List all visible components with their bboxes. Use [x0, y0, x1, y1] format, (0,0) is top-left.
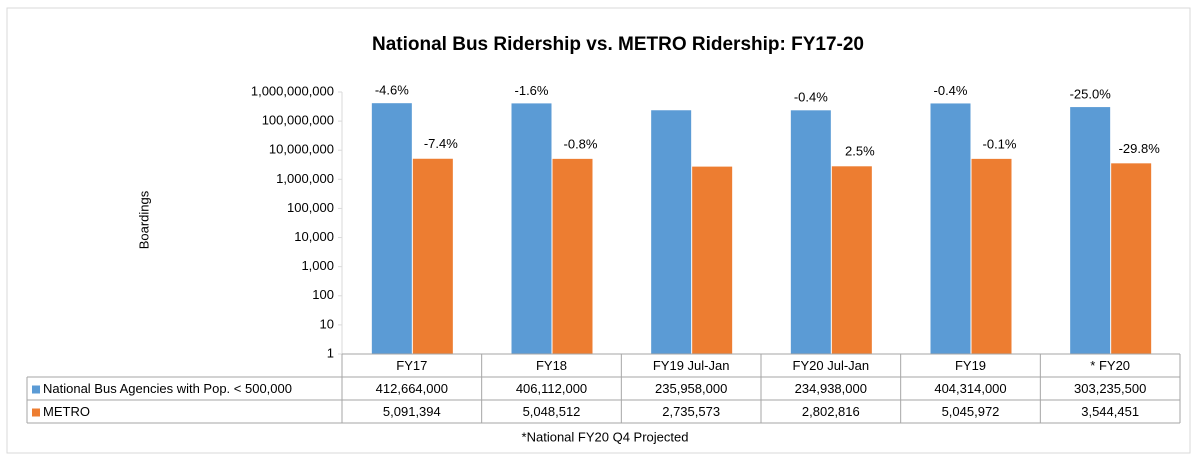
x-tick-label: FY18 [536, 358, 567, 373]
change-label: -7.4% [424, 136, 458, 151]
bar [790, 110, 831, 354]
y-tick-label: 10 [320, 316, 334, 331]
bar [651, 110, 692, 354]
bar [511, 103, 552, 354]
y-tick-label: 100,000,000 [262, 113, 334, 128]
y-tick-label: 1,000,000 [276, 171, 334, 186]
y-tick-label: 100 [312, 287, 334, 302]
change-label: -0.1% [983, 136, 1017, 151]
y-tick-label: 10,000 [294, 229, 334, 244]
table-value: 5,048,512 [523, 404, 581, 419]
x-tick-label: FY17 [396, 358, 427, 373]
bar [831, 166, 872, 354]
change-label: -1.6% [515, 83, 549, 98]
bar [1070, 107, 1111, 354]
legend-key [32, 408, 40, 417]
change-label: -29.8% [1119, 141, 1161, 156]
table-value: 234,938,000 [795, 381, 867, 396]
bar [1111, 163, 1152, 354]
y-tick-label: 1 [327, 345, 334, 360]
bar [371, 103, 412, 355]
change-label: -25.0% [1070, 87, 1112, 102]
x-tick-label: FY19 Jul-Jan [653, 358, 730, 373]
change-label: -4.6% [375, 83, 409, 98]
bar [930, 103, 971, 354]
table-value: 5,091,394 [383, 404, 441, 419]
table-value: 404,314,000 [934, 381, 1006, 396]
x-tick-label: FY20 Jul-Jan [793, 358, 870, 373]
x-tick-label: FY19 [955, 358, 986, 373]
legend-label: National Bus Agencies with Pop. < 500,00… [43, 381, 292, 396]
table-value: 303,235,500 [1074, 381, 1146, 396]
x-tick-label: * FY20 [1090, 358, 1130, 373]
table-value: 3,544,451 [1081, 404, 1139, 419]
footnote: *National FY20 Q4 Projected [522, 429, 689, 444]
table-value: 412,664,000 [376, 381, 448, 396]
bar [971, 158, 1012, 354]
legend-label: METRO [43, 404, 90, 419]
y-axis-label: Boardings [136, 190, 151, 249]
table-value: 235,958,000 [655, 381, 727, 396]
change-label: -0.8% [564, 136, 598, 151]
bar [552, 158, 593, 354]
y-tick-label: 100,000 [287, 200, 334, 215]
change-label: -0.4% [794, 90, 828, 105]
change-label: 2.5% [845, 144, 875, 159]
change-label: -0.4% [934, 83, 968, 98]
chart-title: National Bus Ridership vs. METRO Ridersh… [372, 34, 864, 55]
bar [412, 158, 453, 354]
table-value: 2,735,573 [662, 404, 720, 419]
y-tick-label: 10,000,000 [269, 142, 334, 157]
table-value: 2,802,816 [802, 404, 860, 419]
bar [692, 166, 733, 354]
table-value: 406,112,000 [516, 381, 587, 396]
table-value: 5,045,972 [942, 404, 1000, 419]
y-tick-label: 1,000 [301, 258, 334, 273]
y-tick-label: 1,000,000,000 [251, 83, 334, 98]
legend-key [32, 385, 40, 394]
